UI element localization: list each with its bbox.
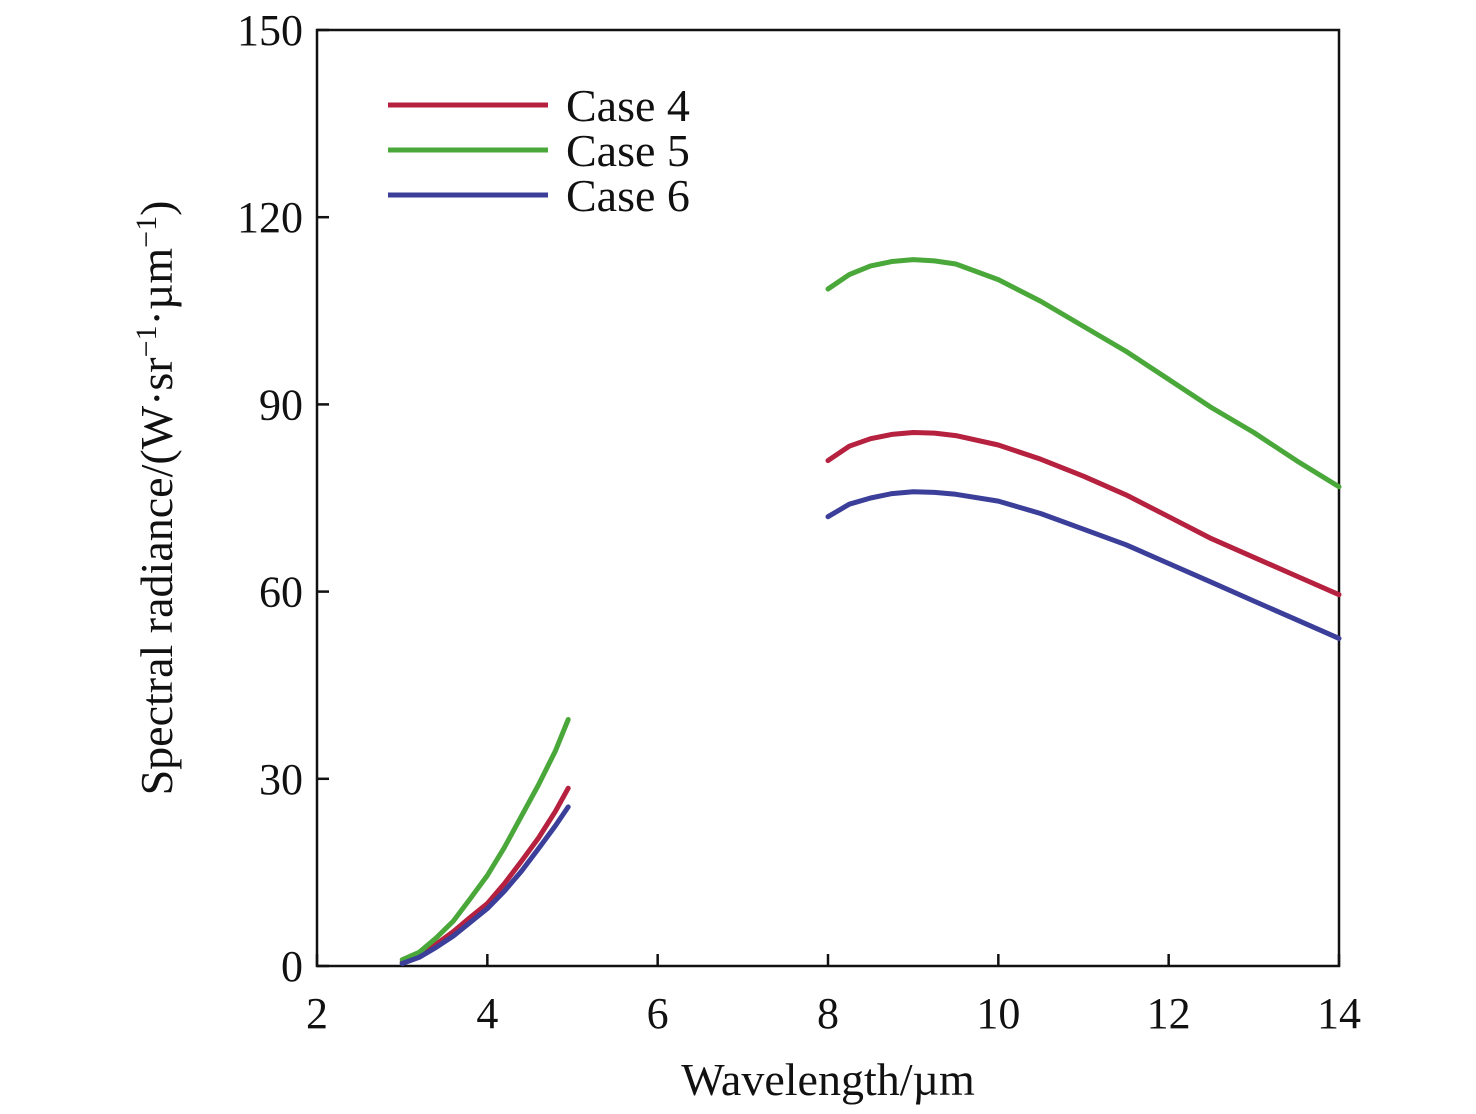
series-case-6: [399, 489, 1342, 966]
y-tick-label: 90: [259, 380, 303, 429]
x-axis-label: Wavelength/µm: [681, 1054, 975, 1105]
series-line-segment: [825, 489, 1342, 641]
y-tick-label: 150: [237, 6, 303, 55]
y-tick-label: 30: [259, 755, 303, 804]
y-axis-label-prefix: Spectral radiance/(W·sr: [131, 357, 182, 795]
y-axis-label-middle: ·µm: [131, 248, 182, 326]
series-lines: [399, 257, 1342, 966]
x-tick-label: 14: [1317, 989, 1361, 1038]
y-tick-label: 0: [281, 942, 303, 991]
series-line-segment: [399, 717, 571, 963]
plot-area: [315, 28, 1341, 968]
x-tick-label: 12: [1147, 989, 1191, 1038]
legend-label: Case 5: [566, 125, 690, 176]
y-axis-label: Spectral radiance/(W·sr−1·µm−1): [130, 201, 183, 796]
series-case-5: [399, 257, 1342, 963]
y-tick-label: 120: [237, 193, 303, 242]
y-axis-label-sup1: −1: [130, 325, 163, 357]
axis-ticks: 2 4 6 8 10 12 14 0 30 60 90 120 150: [237, 6, 1361, 1038]
x-tick-label: 10: [976, 989, 1020, 1038]
series-line-segment: [825, 257, 1342, 490]
plot-frame: [315, 28, 1341, 968]
x-tick-label: 4: [476, 989, 498, 1038]
series-line-segment: [399, 804, 571, 966]
x-tick-label: 2: [306, 989, 328, 1038]
y-tick-label: 60: [259, 568, 303, 617]
x-tick-label: 6: [647, 989, 669, 1038]
series-line-segment: [825, 430, 1342, 598]
y-axis-label-suffix: ): [131, 201, 182, 216]
x-tick-label: 8: [817, 989, 839, 1038]
y-axis-label-sup2: −1: [130, 216, 163, 248]
legend-label: Case 6: [566, 170, 690, 221]
series-case-4: [399, 430, 1342, 965]
legend-label: Case 4: [566, 80, 690, 131]
